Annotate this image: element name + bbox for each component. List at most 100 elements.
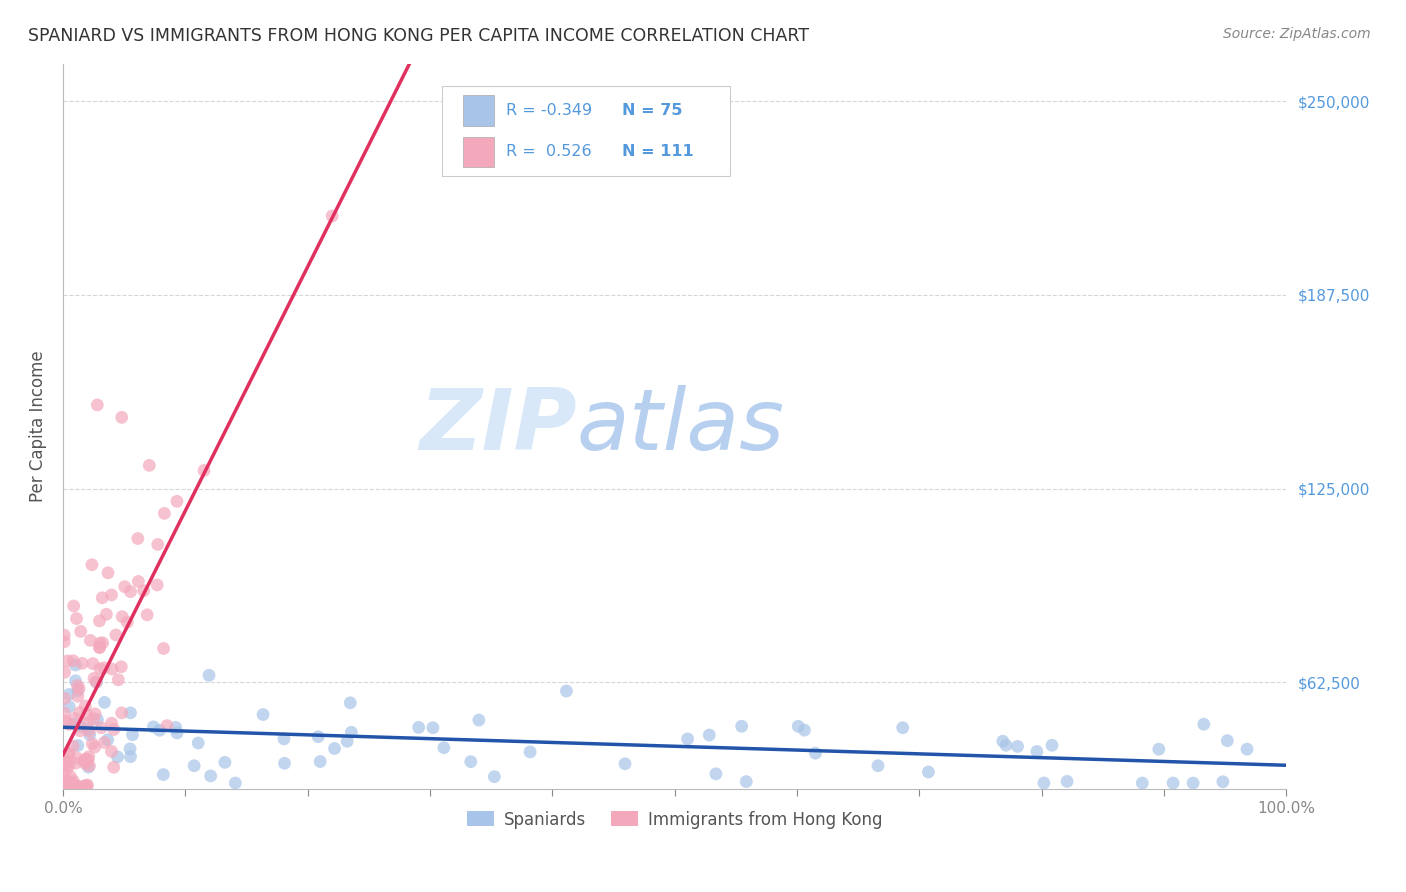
Point xyxy=(83,740,105,755)
Point xyxy=(120,706,142,720)
Point xyxy=(118,742,141,756)
Point xyxy=(69,706,91,720)
Point xyxy=(53,665,76,680)
Point xyxy=(56,754,79,768)
Point xyxy=(111,609,134,624)
Point xyxy=(111,410,134,425)
Point xyxy=(62,654,84,668)
Point xyxy=(66,779,89,793)
Point xyxy=(96,607,118,622)
Text: ZIP: ZIP xyxy=(419,385,576,468)
Point xyxy=(115,615,138,630)
Point xyxy=(53,628,76,642)
Point xyxy=(53,759,76,773)
Point xyxy=(91,636,114,650)
Point xyxy=(166,494,188,508)
Point xyxy=(110,659,132,673)
Point xyxy=(76,778,98,792)
Point xyxy=(1007,739,1029,754)
Point xyxy=(1216,733,1239,747)
Point xyxy=(93,661,115,675)
Point xyxy=(193,463,215,477)
Point xyxy=(58,699,80,714)
Point xyxy=(79,633,101,648)
Point xyxy=(83,712,105,726)
Point xyxy=(53,755,76,769)
Point xyxy=(66,739,89,753)
Legend: Spaniards, Immigrants from Hong Kong: Spaniards, Immigrants from Hong Kong xyxy=(461,804,889,835)
Point xyxy=(676,731,699,746)
Point xyxy=(58,746,80,760)
Point xyxy=(891,721,914,735)
Point xyxy=(77,722,100,736)
Point xyxy=(991,734,1014,748)
Point xyxy=(422,721,444,735)
Point xyxy=(153,507,176,521)
Point xyxy=(76,779,98,793)
Point xyxy=(339,696,361,710)
Point xyxy=(127,532,149,546)
Point xyxy=(103,723,125,737)
Point xyxy=(62,599,84,613)
Point xyxy=(787,719,810,733)
Point xyxy=(149,723,172,738)
Point xyxy=(97,566,120,580)
Point xyxy=(63,711,86,725)
Point xyxy=(89,662,111,676)
Point xyxy=(66,751,89,765)
Point xyxy=(214,756,236,770)
Point xyxy=(69,624,91,639)
Text: atlas: atlas xyxy=(576,385,785,468)
Point xyxy=(86,675,108,690)
Point xyxy=(252,707,274,722)
Point xyxy=(53,706,76,720)
Point xyxy=(614,756,637,771)
Point xyxy=(60,775,83,789)
Point xyxy=(55,774,77,789)
Point xyxy=(73,779,96,793)
Point xyxy=(136,607,159,622)
Point xyxy=(82,657,104,671)
Point xyxy=(127,574,149,589)
FancyBboxPatch shape xyxy=(463,95,494,126)
Point xyxy=(1033,776,1056,790)
Point xyxy=(156,718,179,732)
Point xyxy=(1040,739,1063,753)
Point xyxy=(183,758,205,772)
Point xyxy=(67,681,90,696)
Point xyxy=(89,640,111,655)
Point xyxy=(103,760,125,774)
Point xyxy=(58,747,80,761)
Point xyxy=(62,779,84,793)
Point xyxy=(146,537,169,551)
Point xyxy=(75,756,97,771)
Point xyxy=(152,641,174,656)
Point xyxy=(75,779,97,793)
Point xyxy=(66,690,89,704)
Point xyxy=(735,774,758,789)
Point xyxy=(165,721,187,735)
Point xyxy=(75,699,97,714)
Point xyxy=(1130,776,1153,790)
FancyBboxPatch shape xyxy=(443,86,730,177)
Point xyxy=(56,654,79,668)
Point xyxy=(55,779,77,793)
Point xyxy=(79,724,101,739)
Point xyxy=(100,744,122,758)
Point xyxy=(138,458,160,473)
Point xyxy=(120,749,142,764)
Point xyxy=(307,730,329,744)
Text: SPANIARD VS IMMIGRANTS FROM HONG KONG PER CAPITA INCOME CORRELATION CHART: SPANIARD VS IMMIGRANTS FROM HONG KONG PE… xyxy=(28,27,808,45)
Point xyxy=(91,591,114,605)
Point xyxy=(79,728,101,742)
Point xyxy=(697,728,720,742)
Point xyxy=(90,721,112,735)
Point xyxy=(53,779,76,793)
Point xyxy=(323,741,346,756)
Point xyxy=(187,736,209,750)
Point xyxy=(77,753,100,767)
Point xyxy=(89,636,111,650)
Point xyxy=(62,739,84,754)
Point xyxy=(1161,776,1184,790)
Text: Source: ZipAtlas.com: Source: ZipAtlas.com xyxy=(1223,27,1371,41)
